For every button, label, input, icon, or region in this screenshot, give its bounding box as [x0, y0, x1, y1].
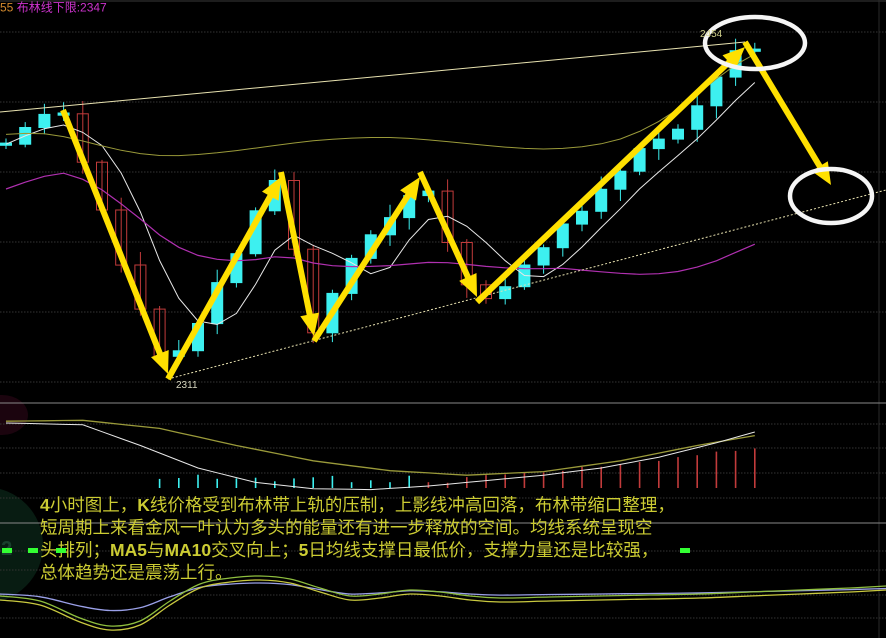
- svg-text:头排列；MA5与MA10交叉向上；5日均线支撑日最低价，支撑: 头排列；MA5与MA10交叉向上；5日均线支撑日最低价，支撑力量还是比较强，: [40, 540, 658, 560]
- svg-text:总体趋势还是震荡上行。: 总体趋势还是震荡上行。: [40, 563, 233, 583]
- svg-text:4小时图上，K线价格受到布林带上轨的压制，上影线冲高回落，布: 4小时图上，K线价格受到布林带上轨的压制，上影线冲高回落，布林带缩口整理，: [40, 495, 675, 515]
- svg-text:55 布林线下限:2347: 55 布林线下限:2347: [0, 1, 107, 15]
- svg-text:2311: 2311: [176, 380, 198, 391]
- svg-text:2454: 2454: [700, 29, 723, 40]
- svg-text:短周期上来看金风一叶认为多头的能量还有进一步释放的空间。均线: 短周期上来看金风一叶认为多头的能量还有进一步释放的空间。均线系统呈现空: [40, 518, 653, 538]
